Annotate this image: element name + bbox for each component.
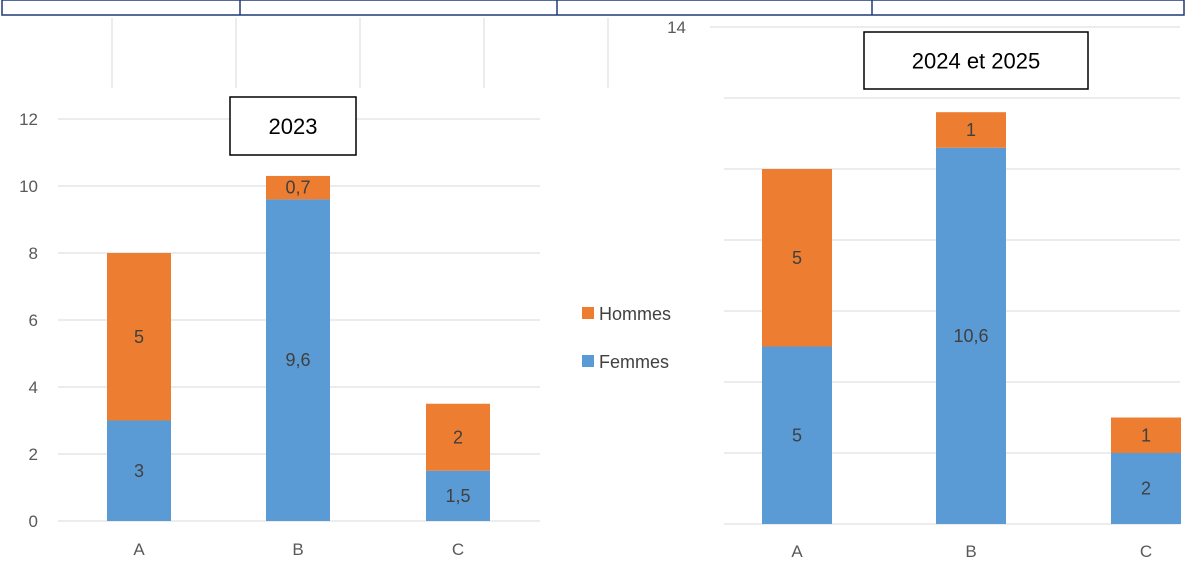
bars: 3 5 A 9,6 0,7 B 1,5 2 C bbox=[107, 175, 490, 559]
title-box bbox=[863, 31, 1089, 90]
bar-hommes-b bbox=[266, 175, 330, 200]
bar-hommes-a bbox=[107, 253, 171, 421]
chart-title: 2023 bbox=[229, 96, 357, 156]
data-label-femmes-c: 1,5 bbox=[445, 486, 470, 506]
y-tick-label: 6 bbox=[29, 311, 38, 330]
bar-femmes-a bbox=[107, 420, 171, 521]
chart-2024-2025: 14 5 5 A 10,6 1 B 2 1 C 2024 et 2025 bbox=[667, 18, 1181, 561]
x-category-label: C bbox=[1140, 542, 1152, 561]
data-label-hommes-c: 1 bbox=[1141, 425, 1151, 445]
chart-title: 2024 et 2025 bbox=[863, 31, 1089, 90]
x-category-label: C bbox=[452, 540, 464, 559]
table-top-border bbox=[1, 0, 1185, 16]
legend-label-hommes: Hommes bbox=[599, 304, 671, 324]
bar-femmes-c bbox=[426, 470, 490, 521]
legend-swatch-femmes bbox=[582, 355, 594, 367]
bar-hommes-b bbox=[936, 112, 1006, 148]
x-category-label: A bbox=[133, 540, 145, 559]
y-axis-ticks: 0 2 4 6 8 10 12 bbox=[19, 110, 38, 531]
y-tick-label: 4 bbox=[29, 378, 38, 397]
x-category-label: B bbox=[965, 542, 976, 561]
background-chart-gridlines bbox=[111, 18, 609, 88]
data-label-femmes-a: 3 bbox=[134, 461, 144, 481]
title-text: 2023 bbox=[269, 114, 318, 139]
bars: 5 5 A 10,6 1 B 2 1 C bbox=[762, 112, 1181, 561]
legend-swatch-hommes bbox=[582, 307, 594, 319]
data-label-hommes-c: 2 bbox=[453, 427, 463, 447]
data-label-hommes-a: 5 bbox=[134, 327, 144, 347]
y-tick-label: 12 bbox=[19, 110, 38, 129]
bar-hommes-c bbox=[1111, 417, 1181, 453]
y-tick-label: 2 bbox=[29, 445, 38, 464]
bar-femmes-b bbox=[936, 147, 1006, 524]
data-label-hommes-b: 1 bbox=[966, 120, 976, 140]
legend: Hommes Femmes bbox=[582, 304, 671, 372]
x-category-label: B bbox=[292, 540, 303, 559]
bar-hommes-c bbox=[426, 403, 490, 471]
bar-femmes-a bbox=[762, 346, 832, 524]
data-label-femmes-b: 9,6 bbox=[285, 350, 310, 370]
y-tick-label: 14 bbox=[667, 18, 686, 37]
chart-2023: 0 2 4 6 8 10 12 3 5 A 9,6 0,7 B 1,5 2 C 2023 bbox=[19, 96, 540, 559]
data-label-femmes-a: 5 bbox=[792, 425, 802, 445]
y-tick-label: 8 bbox=[29, 244, 38, 263]
y-tick-label: 0 bbox=[29, 512, 38, 531]
data-label-hommes-a: 5 bbox=[792, 248, 802, 268]
bar-hommes-a bbox=[762, 169, 832, 347]
legend-label-femmes: Femmes bbox=[599, 352, 669, 372]
document-table-fragment bbox=[1, 0, 1185, 16]
y-axis-ticks: 14 bbox=[667, 18, 686, 37]
y-tick-label: 10 bbox=[19, 177, 38, 196]
data-label-hommes-b: 0,7 bbox=[285, 178, 310, 198]
bar-femmes-c bbox=[1111, 453, 1181, 524]
title-box bbox=[229, 96, 357, 156]
x-category-label: A bbox=[791, 542, 803, 561]
data-label-femmes-b: 10,6 bbox=[953, 326, 988, 346]
title-text: 2024 et 2025 bbox=[912, 49, 1040, 74]
data-label-femmes-c: 2 bbox=[1141, 479, 1151, 499]
bar-femmes-b bbox=[266, 199, 330, 521]
